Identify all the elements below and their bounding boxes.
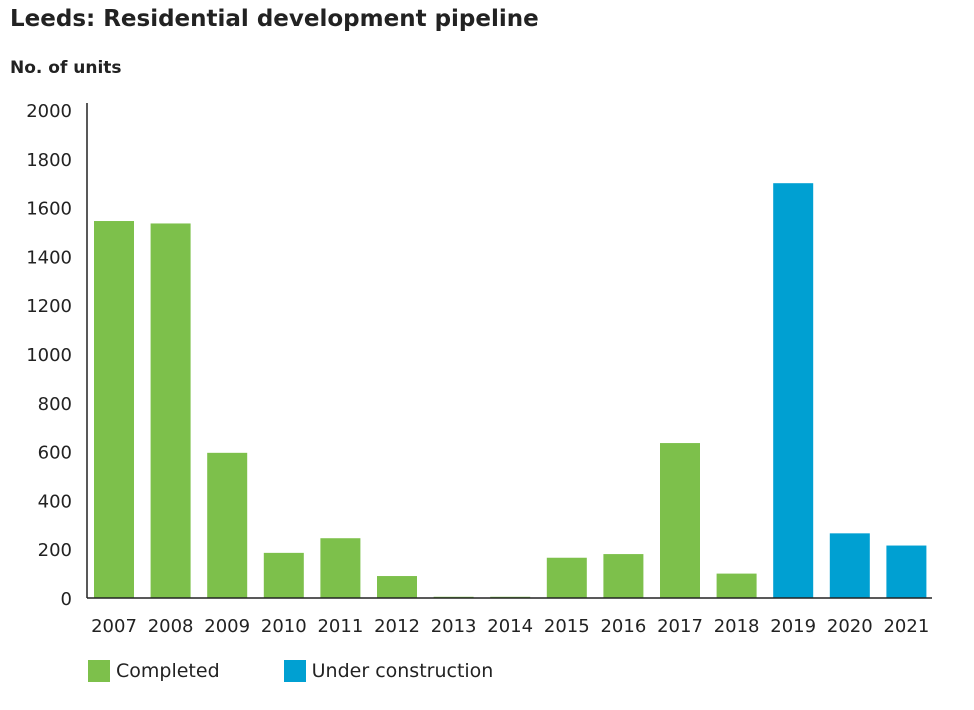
- y-axis-ticks: 0 200 400 600 800 1000 1200 1400 1600 1800 2000: [26, 101, 72, 610]
- x-tick-label-2016: 2016: [600, 616, 646, 637]
- bar-2016: [603, 554, 644, 598]
- x-tick-label-2017: 2017: [657, 616, 703, 637]
- x-tick-label-2009: 2009: [204, 616, 250, 637]
- x-tick-label-2018: 2018: [714, 616, 760, 637]
- x-tick-label-2008: 2008: [148, 616, 194, 637]
- y-tick-label-1000: 1000: [26, 345, 72, 366]
- bar-chart: 0 200 400 600 800 1000 1200 1400 1600 1800 2000 20…: [26, 101, 932, 637]
- legend-swatch-under-construction: [283, 660, 306, 682]
- x-tick-label-2010: 2010: [261, 616, 307, 637]
- bar-2007: [94, 221, 134, 598]
- y-tick-label-1800: 1800: [26, 150, 72, 171]
- y-tick-label-400: 400: [38, 491, 72, 512]
- y-tick-label-1400: 1400: [26, 247, 72, 268]
- y-tick-label-0: 0: [61, 589, 72, 610]
- bar-2009: [207, 452, 248, 598]
- bar-2017: [660, 443, 700, 598]
- x-tick-label-2019: 2019: [770, 616, 816, 637]
- legend-item-under-construction: Under construction: [283, 660, 494, 682]
- y-tick-label-800: 800: [38, 394, 72, 415]
- legend-label-completed: Completed: [116, 660, 220, 682]
- bar-2021: [886, 545, 927, 598]
- y-tick-label-2000: 2000: [26, 101, 72, 122]
- bar-2015: [546, 557, 587, 598]
- x-tick-label-2012: 2012: [374, 616, 420, 637]
- y-tick-label-600: 600: [38, 443, 72, 464]
- bar-2011: [320, 538, 361, 598]
- bar-2019: [773, 183, 814, 598]
- y-tick-label-1200: 1200: [26, 296, 72, 317]
- bar-2018: [716, 573, 757, 598]
- legend-item-completed: Completed: [88, 660, 220, 682]
- x-tick-label-2013: 2013: [431, 616, 477, 637]
- chart-title: Leeds: Residential development pipeline: [10, 6, 539, 32]
- x-tick-label-2020: 2020: [827, 616, 873, 637]
- x-tick-label-2007: 2007: [91, 616, 137, 637]
- legend-label-under-construction: Under construction: [311, 660, 494, 682]
- x-axis-ticks: 2007 2008 2009 2010 2011 2012 2013 2014 2015 2016…: [91, 616, 929, 637]
- x-tick-label-2021: 2021: [883, 616, 929, 637]
- y-axis-label: No. of units: [10, 58, 122, 78]
- bar-2020: [829, 533, 870, 598]
- y-tick-label-200: 200: [38, 540, 72, 561]
- bars: [94, 183, 927, 598]
- x-tick-label-2015: 2015: [544, 616, 590, 637]
- bar-2010: [263, 552, 304, 598]
- y-tick-label-1600: 1600: [26, 199, 72, 220]
- legend: Completed Under construction: [88, 658, 557, 684]
- bar-2012: [377, 576, 417, 598]
- x-tick-label-2014: 2014: [487, 616, 533, 637]
- legend-swatch-completed: [88, 660, 110, 682]
- x-tick-label-2011: 2011: [317, 616, 363, 637]
- bar-2008: [150, 223, 191, 598]
